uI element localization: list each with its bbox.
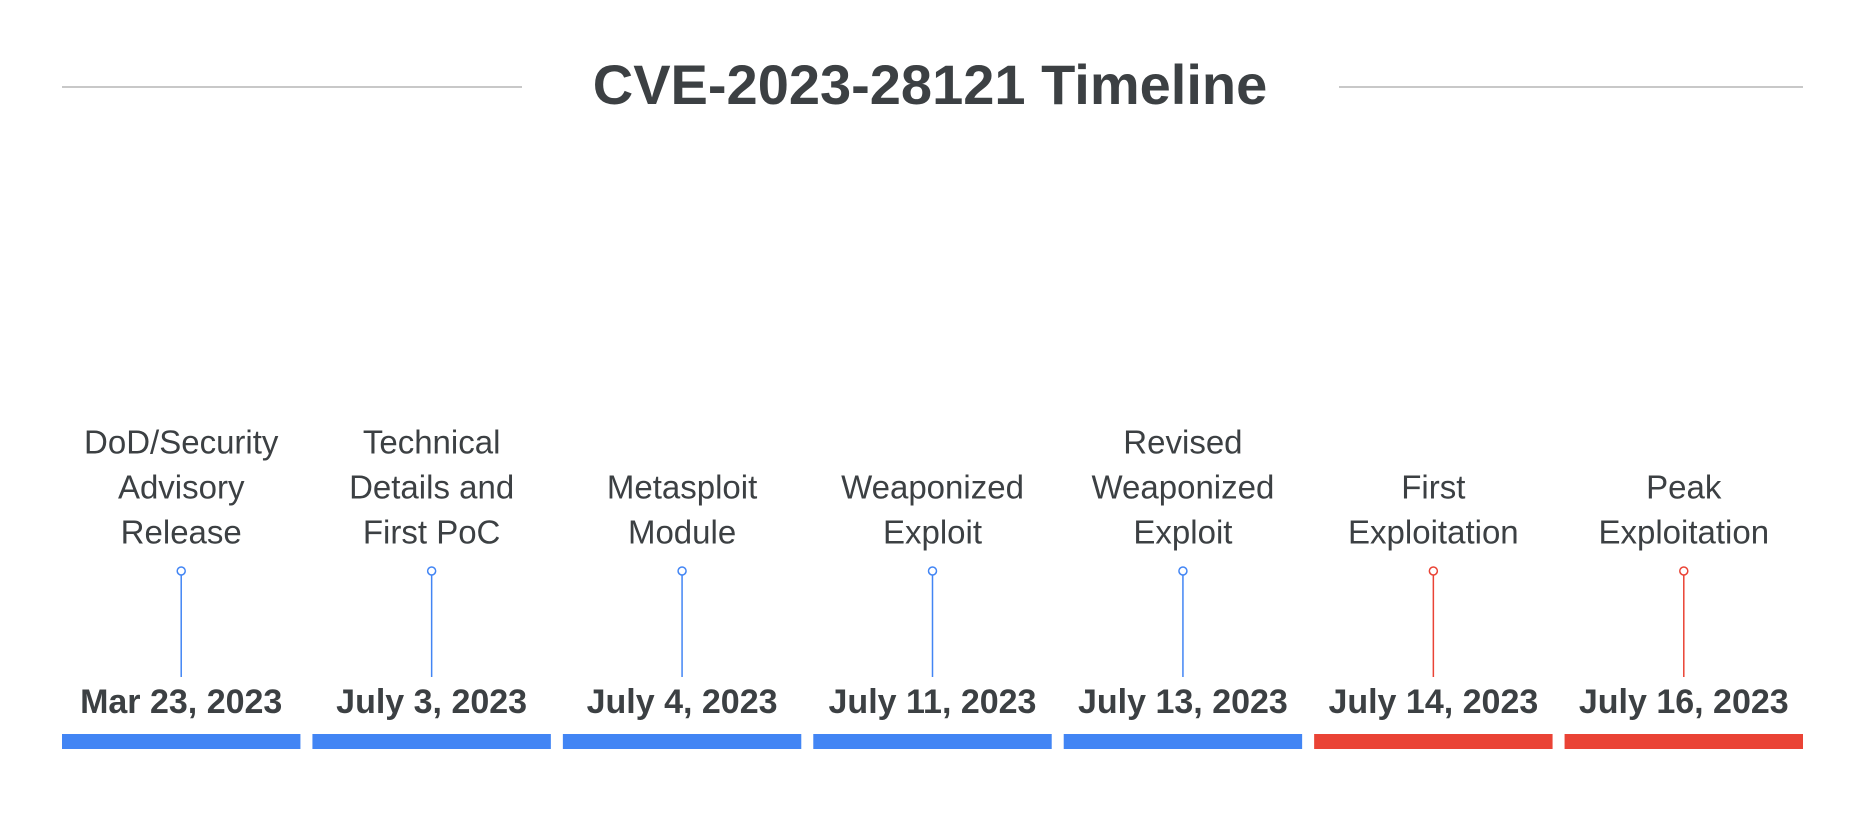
timeline-segment bbox=[562, 734, 802, 749]
event-label: Exploitation bbox=[1598, 514, 1769, 551]
title: CVE-2023-28121 Timeline bbox=[593, 53, 1267, 116]
event-date: July 14, 2023 bbox=[1328, 683, 1538, 721]
event-date: July 4, 2023 bbox=[587, 683, 778, 721]
connector-dot bbox=[176, 566, 186, 576]
event-label: Module bbox=[628, 514, 736, 551]
connector-dot bbox=[1428, 566, 1439, 576]
event-label: Revised bbox=[1123, 424, 1242, 461]
connector-dot bbox=[426, 566, 437, 576]
event-label: Advisory bbox=[118, 469, 245, 506]
timeline-segment bbox=[1063, 734, 1303, 749]
event-label: First bbox=[1401, 469, 1465, 506]
timeline-segment bbox=[312, 734, 551, 749]
event-label: Exploit bbox=[883, 514, 982, 551]
event-label: Release bbox=[121, 514, 242, 551]
event-label: Weaponized bbox=[1091, 469, 1274, 506]
timeline-segment bbox=[1314, 734, 1553, 749]
event-label: First PoC bbox=[363, 514, 501, 551]
event-date: July 13, 2023 bbox=[1078, 683, 1288, 721]
timeline-segment bbox=[1564, 734, 1803, 749]
event-label: Weaponized bbox=[841, 469, 1024, 506]
event-date: July 16, 2023 bbox=[1579, 683, 1789, 721]
event-date: Mar 23, 2023 bbox=[80, 683, 282, 721]
event-label: Technical bbox=[363, 424, 501, 461]
event-label: Exploitation bbox=[1348, 514, 1519, 551]
connector-dot bbox=[1178, 566, 1188, 576]
timeline-segment bbox=[813, 734, 1052, 749]
event-label: Peak bbox=[1646, 469, 1722, 506]
event-date: July 11, 2023 bbox=[829, 683, 1037, 721]
event-label: Details and bbox=[349, 469, 514, 506]
connector-dot bbox=[677, 566, 687, 576]
connector-dot bbox=[927, 566, 938, 576]
timeline-segment bbox=[62, 734, 301, 749]
connector-dot bbox=[1679, 566, 1689, 576]
event-label: DoD/Security bbox=[84, 424, 279, 461]
event-label: Exploit bbox=[1133, 514, 1232, 551]
event-label: Metasploit bbox=[607, 469, 757, 506]
event-date: July 3, 2023 bbox=[336, 683, 527, 721]
